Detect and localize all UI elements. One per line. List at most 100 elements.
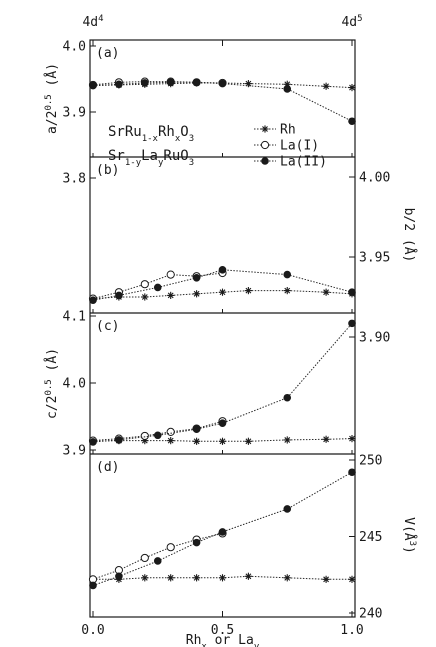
filled-circle-marker xyxy=(153,557,162,565)
filled-circle-marker xyxy=(153,283,162,292)
star-marker xyxy=(141,293,149,301)
star-marker xyxy=(218,288,227,296)
y-axis-label: V(Å3) xyxy=(401,517,417,554)
filled-circle-marker xyxy=(192,273,201,282)
series-line xyxy=(92,532,223,580)
series-rh xyxy=(89,435,356,445)
filled-circle-marker xyxy=(166,78,175,87)
filled-circle-marker xyxy=(283,505,292,513)
filled-circle-marker xyxy=(283,393,292,402)
composition-label: Sr1-yLayRuO3 xyxy=(108,148,194,168)
y-axis-label: b/2 (Å) xyxy=(401,208,417,263)
star-marker xyxy=(283,574,291,582)
x-top-label: 4d4 xyxy=(82,14,103,30)
filled-circle-marker xyxy=(348,319,356,328)
panel-tag: (a) xyxy=(96,46,119,61)
series-line xyxy=(92,290,353,300)
axes xyxy=(90,40,355,617)
star-marker xyxy=(193,437,201,445)
star-marker xyxy=(244,287,252,295)
series-la-ii- xyxy=(89,319,356,446)
filled-circle-marker xyxy=(115,291,123,300)
y-tick-label: 240 xyxy=(359,607,382,622)
star-marker xyxy=(193,574,201,582)
series-line xyxy=(92,272,223,300)
open-circle-marker xyxy=(140,431,149,441)
filled-circle-marker xyxy=(153,431,162,440)
filled-circle-marker xyxy=(218,79,227,88)
y-tick-label: 3.95 xyxy=(359,251,390,266)
filled-circle-marker xyxy=(348,117,356,126)
star-marker xyxy=(218,437,227,445)
star-marker xyxy=(322,82,330,90)
y-axis-label: c/20.5 (Å) xyxy=(44,348,60,419)
data-series xyxy=(88,77,356,590)
filled-circle-marker xyxy=(218,419,227,428)
series-la-i- xyxy=(88,529,227,584)
panel-tag: (c) xyxy=(96,319,119,334)
y-tick-label: 250 xyxy=(359,454,382,469)
y-tick-label: 4.00 xyxy=(359,171,390,186)
series-la-i- xyxy=(88,77,227,90)
filled-circle-marker xyxy=(192,425,201,434)
panel-tag: (d) xyxy=(96,460,119,475)
y-tick-label: 3.8 xyxy=(63,172,86,187)
star-marker xyxy=(244,437,252,445)
y-tick-label: 3.90 xyxy=(359,331,390,346)
open-circle-marker xyxy=(140,280,149,289)
x-axis-label: Rhx or Lay xyxy=(186,633,260,647)
star-marker xyxy=(283,436,291,444)
series-line xyxy=(92,82,353,89)
series-line xyxy=(92,438,353,442)
composition-label: SrRu1-xRhxO3 xyxy=(108,124,194,144)
filled-circle-marker xyxy=(115,80,123,89)
y-tick-label: 4.0 xyxy=(63,40,86,55)
star-marker xyxy=(244,80,252,88)
series-line xyxy=(93,575,352,580)
legend-entry: Rh xyxy=(254,123,296,138)
y-axis-label: a/20.5 (Å) xyxy=(44,63,60,134)
y-tick-label: 3.9 xyxy=(63,444,86,459)
panel-tag: (b) xyxy=(96,163,119,178)
star-marker xyxy=(283,287,291,295)
y-tick-label: 3.9 xyxy=(63,106,86,121)
filled-circle-marker xyxy=(192,78,201,87)
x-top-label: 4d5 xyxy=(341,14,362,30)
legend-label: Rh xyxy=(280,123,296,138)
star-marker xyxy=(167,291,175,299)
star-marker xyxy=(348,83,356,92)
filled-circle-marker xyxy=(192,538,201,547)
series-line xyxy=(92,81,223,86)
y-tick-label: 4.0 xyxy=(63,377,86,392)
star-marker xyxy=(193,290,201,298)
filled-circle-marker xyxy=(115,572,123,581)
legend-label: La(II) xyxy=(280,155,327,170)
series-la-ii- xyxy=(89,78,356,126)
open-circle-marker xyxy=(140,553,149,563)
open-circle-marker xyxy=(166,270,175,279)
star-marker xyxy=(322,575,330,583)
filled-circle-marker xyxy=(261,157,269,165)
legend-label: La(I) xyxy=(280,139,319,154)
x-tick-label: 0.5 xyxy=(211,623,234,638)
x-tick-label: 0.0 xyxy=(81,623,104,638)
legend-entry: La(I) xyxy=(254,139,319,154)
series-la-ii- xyxy=(89,265,356,305)
filled-circle-marker xyxy=(115,436,123,444)
star-marker xyxy=(322,435,330,443)
series-la-ii- xyxy=(89,468,356,590)
star-marker xyxy=(141,574,149,582)
filled-circle-marker xyxy=(348,288,356,297)
filled-circle-marker xyxy=(89,81,97,90)
star-marker xyxy=(322,288,330,296)
filled-circle-marker xyxy=(283,270,292,279)
y-tick-label: 4.1 xyxy=(63,310,86,325)
series-line xyxy=(92,420,223,442)
series-rh xyxy=(89,572,356,583)
open-circle-marker xyxy=(166,543,175,552)
filled-circle-marker xyxy=(89,438,97,446)
filled-circle-marker xyxy=(218,265,227,274)
star-marker xyxy=(261,125,269,133)
